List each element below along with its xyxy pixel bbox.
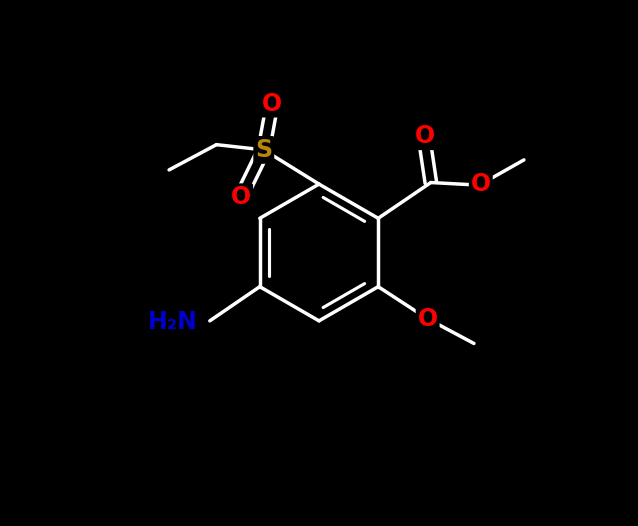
Text: S: S [255, 138, 272, 162]
Text: O: O [471, 172, 491, 196]
Text: O: O [415, 124, 434, 148]
Text: O: O [262, 92, 282, 116]
Text: H₂N: H₂N [149, 310, 198, 335]
Text: O: O [231, 185, 251, 209]
Text: O: O [418, 307, 438, 331]
